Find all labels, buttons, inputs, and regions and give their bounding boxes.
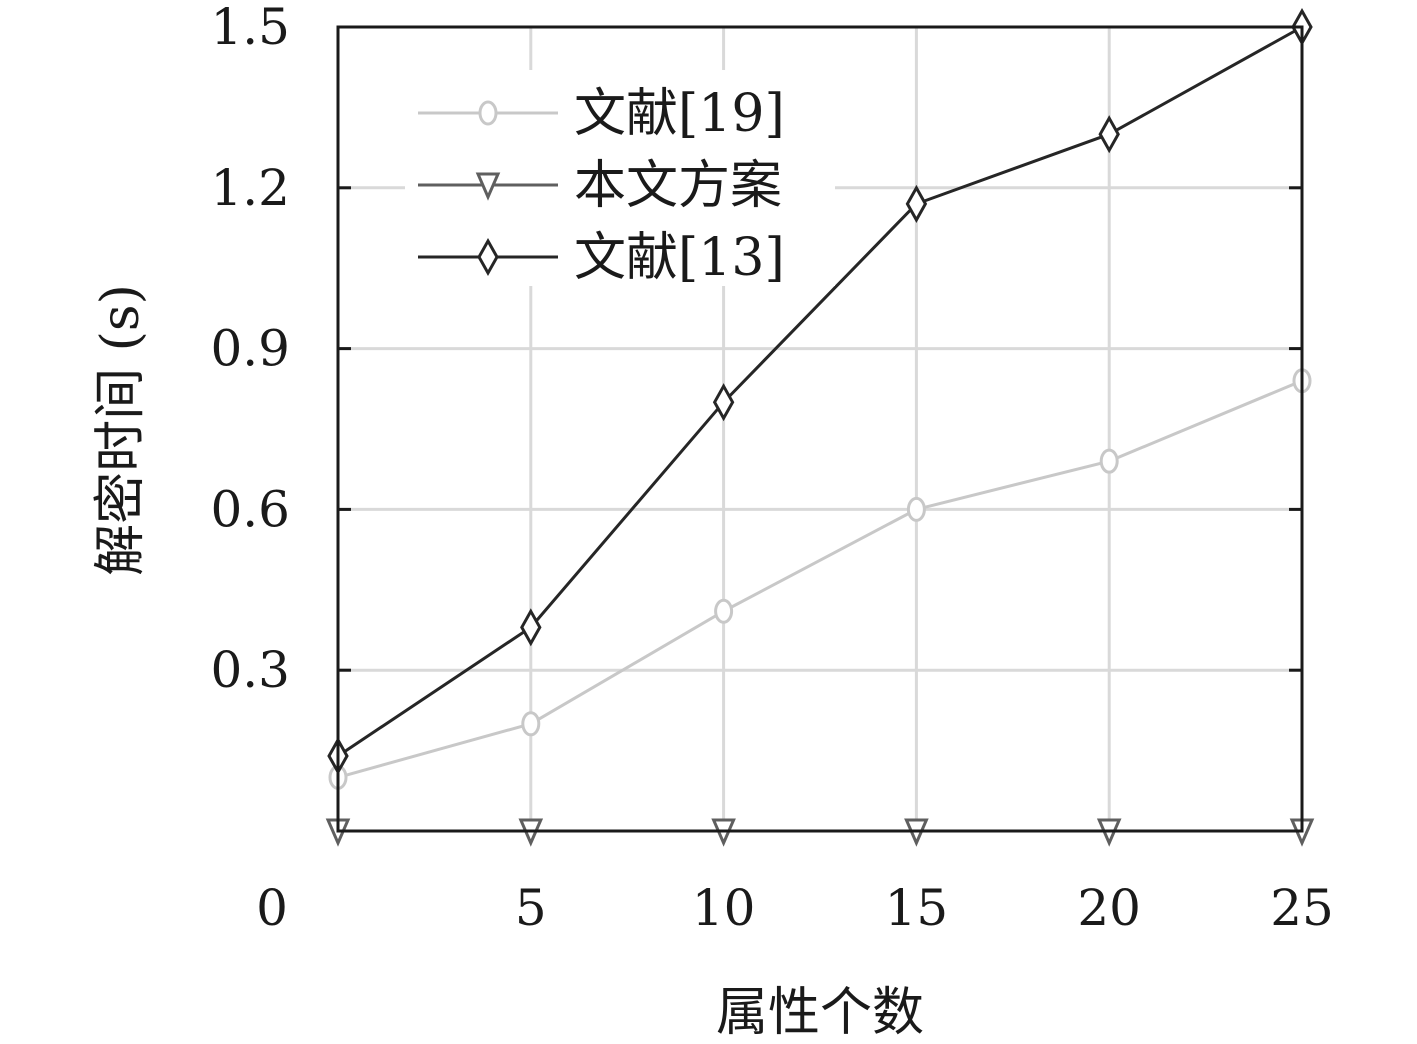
x-tick-label: 10 <box>692 879 756 937</box>
legend-marker <box>478 100 498 126</box>
y-tick-label: 0.9 <box>210 320 290 378</box>
data-point <box>712 383 735 422</box>
y-tick-label: 1.2 <box>210 159 290 217</box>
series-line <box>337 25 1303 758</box>
y-tick-label: 0.6 <box>210 480 290 538</box>
data-point <box>906 496 926 522</box>
series-group <box>328 368 1312 790</box>
data-point <box>520 608 542 647</box>
x-axis-label: 属性个数 <box>716 983 924 1043</box>
legend-label: 本文方案 <box>574 156 782 216</box>
x-tick-label: 0 <box>256 879 288 937</box>
data-point <box>714 598 734 624</box>
x-tick-label: 5 <box>515 879 547 937</box>
data-point <box>905 184 928 223</box>
legend-label: 文献[13] <box>574 228 785 288</box>
plot-frame <box>336 25 1304 833</box>
legend-entry: 文献[19] <box>418 84 785 144</box>
axis-ticks <box>338 25 1302 672</box>
legend-marker <box>477 237 499 277</box>
y-tick-label: 1.5 <box>210 0 290 56</box>
data-point <box>1098 115 1120 154</box>
tick-labels: 0 5 10 15 20 25 0.3 0.6 0.9 1.2 1.5 <box>210 0 1333 937</box>
data-point <box>521 711 541 737</box>
y-axis-label: 解密时间 (s) <box>91 284 151 576</box>
legend-label: 文献[19] <box>574 84 785 144</box>
x-tick-label: 25 <box>1270 879 1334 937</box>
legend-entry: 本文方案 <box>418 156 782 216</box>
series-line <box>337 379 1303 779</box>
y-tick-label: 0.3 <box>210 641 290 699</box>
legend-entry: 文献[13] <box>418 228 785 288</box>
legend-box <box>405 70 835 286</box>
x-tick-label: 20 <box>1077 879 1141 937</box>
data-point <box>1099 448 1119 474</box>
legend-marker <box>475 172 501 201</box>
x-tick-label: 15 <box>885 879 949 937</box>
